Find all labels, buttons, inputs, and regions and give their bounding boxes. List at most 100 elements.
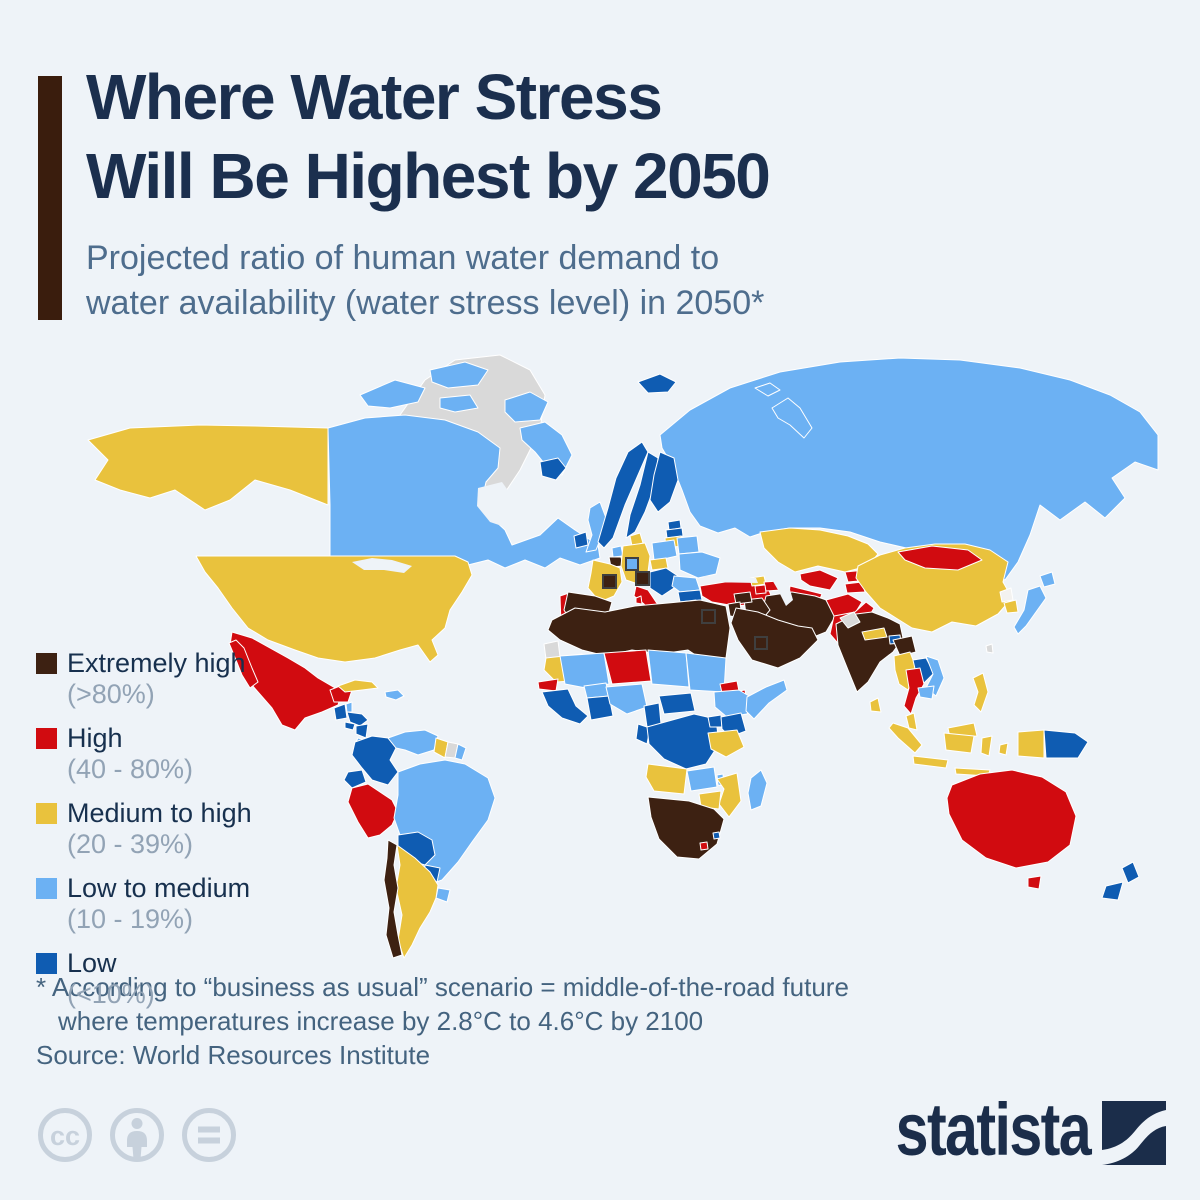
region-svalbard bbox=[637, 373, 677, 394]
cc-icon: cc bbox=[38, 1108, 92, 1162]
region-ecuador bbox=[343, 769, 367, 789]
legend-swatch-low-to-medium bbox=[36, 878, 57, 899]
region-mali bbox=[559, 652, 610, 689]
region-venezuela bbox=[387, 729, 439, 756]
region-mozambique bbox=[716, 772, 742, 818]
region-south-korea bbox=[1003, 599, 1019, 614]
region-box-switzerland bbox=[625, 557, 639, 571]
region-japan bbox=[1013, 585, 1047, 635]
water-body bbox=[704, 576, 758, 583]
region-philippines bbox=[972, 672, 989, 713]
water-body bbox=[644, 514, 663, 542]
water-body bbox=[768, 566, 793, 606]
region-zimbabwe bbox=[698, 790, 722, 810]
region-canada bbox=[359, 379, 426, 409]
region-north-korea bbox=[999, 587, 1014, 603]
legend-range: (10 - 19%) bbox=[67, 904, 194, 934]
legend-item-high: High (40 - 80%) bbox=[36, 723, 252, 785]
region-finland bbox=[649, 451, 679, 513]
region-el-salvador bbox=[344, 721, 356, 731]
region-eswatini bbox=[712, 831, 721, 840]
region-indonesia bbox=[888, 722, 923, 754]
legend-swatch-high bbox=[36, 728, 57, 749]
region-guinea-coast bbox=[541, 688, 589, 725]
region-syria bbox=[733, 591, 753, 605]
svg-text:cc: cc bbox=[50, 1121, 80, 1151]
region-box-andorra bbox=[602, 574, 617, 589]
legend-label: High bbox=[67, 723, 123, 753]
license-icons: cc bbox=[36, 1106, 238, 1164]
region-uruguay bbox=[435, 887, 451, 903]
region-indonesia bbox=[912, 755, 949, 769]
region-uganda bbox=[707, 714, 723, 728]
region-nicaragua bbox=[355, 723, 369, 739]
region-belarus bbox=[676, 535, 700, 555]
legend-item-low-to-medium: Low to medium (10 - 19%) bbox=[36, 873, 252, 935]
region-cambodia bbox=[917, 685, 935, 700]
region-italy bbox=[635, 595, 643, 605]
legend-range: (40 - 80%) bbox=[67, 754, 194, 784]
region-indonesia bbox=[998, 742, 1009, 756]
region-chad bbox=[647, 649, 690, 688]
region-french-guiana bbox=[454, 743, 467, 761]
world-map bbox=[0, 340, 1200, 970]
region-dr-congo bbox=[646, 713, 720, 770]
region-czechia bbox=[649, 557, 669, 571]
region-guyana bbox=[433, 737, 449, 759]
region-ethiopia bbox=[713, 689, 755, 718]
region-mongolia bbox=[897, 545, 983, 571]
title-line-2: Will Be Highest by 2050 bbox=[86, 139, 771, 212]
statista-branding: statista bbox=[847, 1093, 1166, 1166]
region-new-zealand bbox=[1101, 881, 1124, 901]
region-cuba bbox=[337, 679, 379, 693]
region-new-zealand bbox=[1121, 861, 1140, 884]
region-kashmir bbox=[839, 611, 861, 629]
page-subtitle: Projected ratio of human water demand to… bbox=[86, 236, 764, 326]
region-sri-lanka bbox=[869, 697, 882, 713]
region-iceland bbox=[539, 457, 567, 481]
attribution-icon bbox=[110, 1108, 164, 1162]
region-indonesia bbox=[980, 735, 993, 757]
region-alaska bbox=[87, 424, 329, 511]
equals-icon bbox=[182, 1108, 236, 1162]
region-box-bahrain-qatar bbox=[754, 636, 768, 650]
legend-swatch-medium-to-high bbox=[36, 803, 57, 824]
region-japan bbox=[1039, 571, 1056, 588]
region-box-cyprus bbox=[701, 609, 716, 624]
region-gabon-congo bbox=[635, 723, 651, 745]
region-peru bbox=[347, 783, 399, 839]
region-mexico bbox=[228, 639, 259, 689]
legend-swatch-extremely-high bbox=[36, 653, 57, 674]
region-box-san-marino bbox=[635, 571, 650, 586]
region-russia bbox=[659, 357, 1159, 581]
footnote-line-1: * According to “business as usual” scena… bbox=[36, 972, 849, 1002]
region-novaya-zemlya bbox=[771, 397, 813, 439]
legend-item-medium-to-high: Medium to high (20 - 39%) bbox=[36, 798, 252, 860]
region-united-kingdom bbox=[585, 501, 607, 553]
region-hispaniola bbox=[384, 689, 405, 701]
region-burkina-faso bbox=[583, 682, 610, 699]
region-arabian-peninsula bbox=[730, 607, 819, 669]
legend-range: (20 - 39%) bbox=[67, 829, 194, 859]
subtitle-line-1: Projected ratio of human water demand to bbox=[86, 239, 720, 277]
region-papua-new-guinea bbox=[1043, 729, 1089, 759]
region-latvia bbox=[665, 527, 684, 539]
region-netherlands bbox=[611, 545, 624, 558]
title-line-1: Where Water Stress bbox=[86, 61, 663, 133]
region-australia bbox=[946, 769, 1077, 869]
region-indonesia bbox=[943, 732, 975, 754]
region-tajikistan bbox=[844, 581, 866, 594]
region-malaysia bbox=[905, 712, 918, 731]
water-body bbox=[352, 558, 412, 573]
region-zambia bbox=[686, 766, 718, 792]
legend-range: (<10%) bbox=[67, 979, 155, 1009]
region-armenia bbox=[754, 584, 767, 595]
region-india bbox=[835, 611, 904, 693]
legend: Extremely high (>80%) High (40 - 80%) Me… bbox=[36, 648, 252, 1023]
region-franz-josef-land bbox=[754, 382, 781, 397]
region-central-african-republic bbox=[658, 692, 696, 715]
region-australia bbox=[1027, 875, 1042, 890]
region-uzbekistan bbox=[799, 569, 839, 591]
legend-item-extremely-high: Extremely high (>80%) bbox=[36, 648, 252, 710]
region-thailand bbox=[903, 667, 925, 715]
